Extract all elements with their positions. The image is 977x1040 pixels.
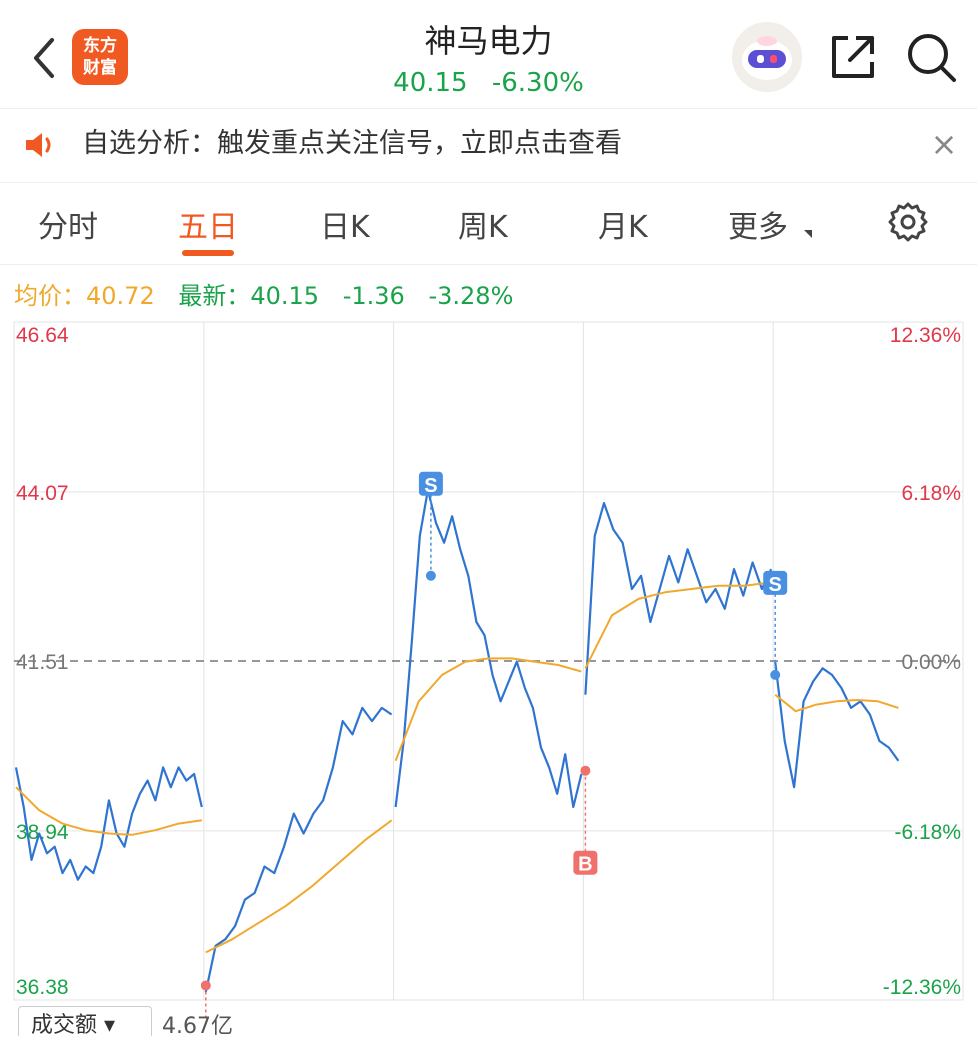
chevron-left-icon [34, 38, 54, 78]
buy-marker-dot [580, 765, 591, 776]
y-tick-left: 36.38 [16, 976, 69, 999]
average-label: 均价： [14, 282, 86, 310]
y-tick-right: 12.36% [890, 324, 961, 347]
latest-change: -1.36 [342, 282, 405, 310]
sell-marker-badge [418, 471, 443, 496]
period-tabs: 分时 五日 日K 周K 月K 更多 [0, 184, 977, 265]
buy-marker-label: B [578, 854, 592, 876]
assistant-avatar[interactable] [732, 22, 802, 92]
sell-marker-dot [770, 669, 781, 680]
price-line-day-5 [774, 661, 900, 789]
average-line-day-3 [394, 657, 582, 762]
notice-text[interactable]: 自选分析：触发重点关注信号，立即点击查看 [82, 128, 622, 159]
sell-marker-label: S [769, 574, 782, 596]
y-tick-right: 6.18% [901, 482, 961, 505]
price-line-day-3 [394, 488, 583, 809]
caret-down-icon [804, 230, 812, 238]
buy-marker-badge [573, 850, 598, 875]
tab-monthly-k[interactable]: 月K [598, 210, 648, 245]
y-tick-right: 0.00% [901, 651, 961, 674]
tab-weekly-k[interactable]: 周K [458, 210, 508, 245]
tab-five-day[interactable]: 五日 [178, 210, 238, 245]
app-logo: 东方 财富 [72, 29, 128, 85]
y-tick-left: 41.51 [16, 651, 69, 674]
latest-price: 最新：40.15 [178, 282, 319, 310]
change-percent: -6.30% [491, 68, 584, 98]
price-line-day-2 [204, 706, 393, 993]
price-line-day-1 [14, 766, 203, 881]
average-line-day-2 [205, 819, 393, 954]
latest-label: 最新： [178, 282, 251, 310]
y-tick-left: 46.64 [16, 324, 69, 347]
tab-daily-k[interactable]: 日K [320, 210, 370, 245]
robot-icon [742, 36, 792, 80]
search-button[interactable] [904, 30, 960, 86]
latest-change-percent: -3.28% [428, 282, 514, 310]
average-price: 均价：40.72 [14, 282, 155, 310]
share-icon [832, 36, 874, 78]
settings-button[interactable] [886, 200, 930, 244]
turnover-value: 4.67亿 [162, 1014, 233, 1039]
latest-value: 40.15 [250, 282, 320, 310]
average-line-day-1 [15, 786, 202, 836]
volume-metric-selector[interactable]: 成交额 ▾ [18, 1006, 152, 1036]
sell-marker-dot [425, 570, 436, 581]
average-line-day-4 [584, 581, 772, 669]
current-price: 40.15 [393, 68, 468, 98]
sell-marker-badge [763, 570, 788, 595]
y-tick-right: -6.18% [894, 821, 961, 844]
back-button[interactable] [22, 30, 66, 86]
gear-icon [888, 202, 928, 242]
five-day-price-chart[interactable]: 46.64 12.36%44.07 6.18%41.51 0.00%38.94 -6.1… [0, 318, 977, 1024]
y-tick-left: 44.07 [16, 482, 69, 505]
price-info-bar: 均价：40.72 最新：40.15 -1.36 -3.28% [14, 276, 523, 311]
tab-intraday[interactable]: 分时 [38, 210, 98, 245]
average-line-day-5 [774, 693, 899, 713]
logo-line-1: 东方 [83, 36, 117, 56]
sell-marker-label: S [424, 475, 437, 497]
speaker-icon [26, 133, 51, 157]
close-icon[interactable]: × [930, 125, 958, 163]
y-tick-right: -12.36% [883, 976, 961, 999]
volume-metric-label: 成交额 [31, 1013, 98, 1036]
share-button[interactable] [826, 30, 880, 84]
average-value: 40.72 [86, 282, 155, 310]
quote-summary: 40.15 -6.30% [0, 68, 977, 98]
search-icon [908, 34, 956, 82]
logo-line-2: 财富 [83, 58, 117, 78]
tab-more[interactable]: 更多 [728, 210, 788, 245]
active-tab-indicator [182, 250, 234, 256]
price-line-day-4 [584, 502, 773, 695]
stock-name: 神马电力 [424, 22, 553, 60]
top-bar: 东方 财富 神马电力 40.15 -6.30% [0, 0, 977, 109]
buy-marker-dot [200, 980, 211, 991]
notice-banner[interactable]: 自选分析：触发重点关注信号，立即点击查看 × [0, 110, 977, 183]
